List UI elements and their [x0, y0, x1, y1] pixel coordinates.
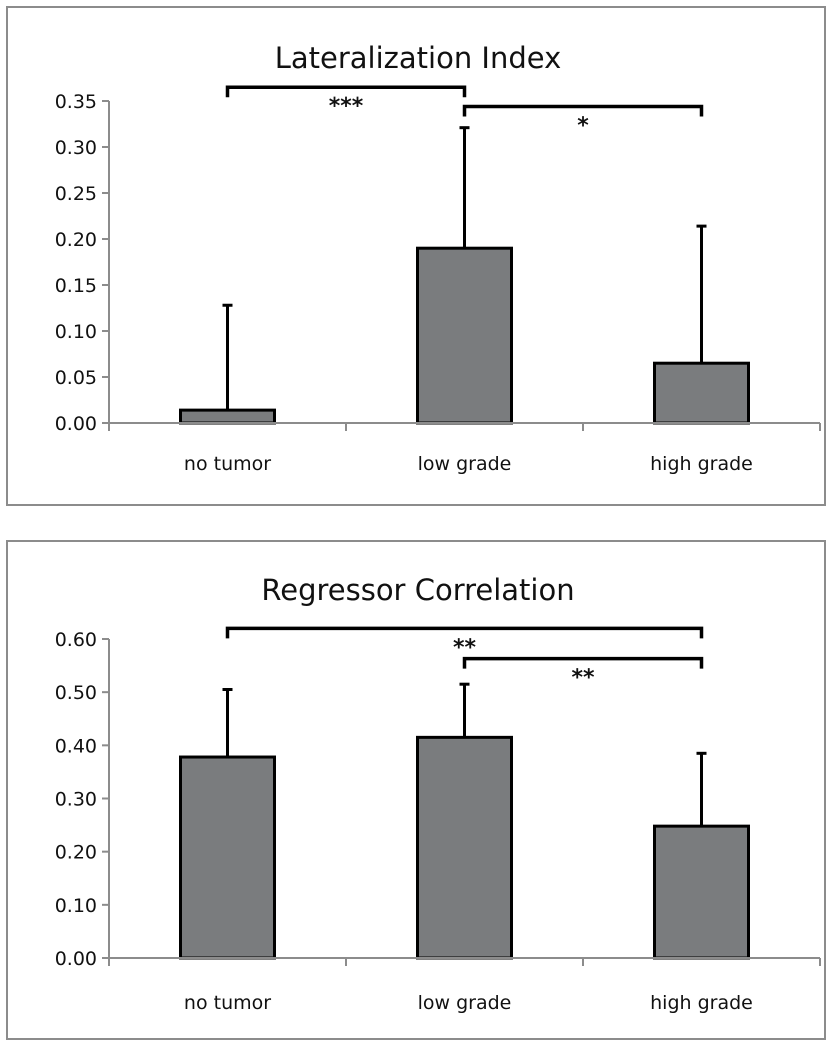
bar [418, 248, 512, 423]
y-tick-label: 0.30 [55, 789, 97, 811]
y-tick-label: 0.50 [55, 682, 97, 704]
y-tick-label: 0.00 [55, 948, 97, 970]
y-tick-label: 0.35 [55, 91, 97, 113]
y-tick-label: 0.00 [55, 413, 97, 435]
y-tick-label: 0.30 [55, 137, 97, 159]
category-label: no tumor [184, 992, 271, 1014]
significance-label: ** [453, 635, 477, 660]
significance-label: ** [571, 666, 595, 691]
plot-area: 0.00 0.10 0.20 0.30 0.40 0.50 0.60 no tumor low … [55, 628, 820, 1014]
chart-panel-lateralization: Lateralization Index 0.00 0.05 0.10 0.15 0.2… [6, 6, 826, 506]
category-label: no tumor [184, 453, 271, 475]
regressor-chart: Regressor Correlation 0.000.100.200.300.… [8, 542, 828, 1042]
category-label: low grade [418, 453, 512, 475]
y-tick-label: 0.20 [55, 229, 97, 251]
significance-label: *** [329, 94, 364, 119]
y-tick-label: 0.10 [55, 895, 97, 917]
significance-label: * [577, 114, 589, 139]
y-tick-label: 0.40 [55, 735, 97, 757]
category-label: high grade [650, 992, 753, 1014]
y-tick-label: 0.15 [55, 275, 97, 297]
bar [655, 363, 749, 423]
lateralization-chart: Lateralization Index 0.00 0.05 0.10 0.15 0.2… [8, 8, 828, 508]
plot-area: 0.00 0.05 0.10 0.15 0.20 0.25 0.30 0.35 no tumor… [55, 87, 820, 475]
category-label: high grade [650, 453, 753, 475]
bar [181, 410, 275, 423]
y-tick-label: 0.10 [55, 321, 97, 343]
bar [418, 737, 512, 958]
bar [181, 757, 275, 958]
category-label: low grade [418, 992, 512, 1014]
chart-panel-regressor: Regressor Correlation 0.00 0.10 0.20 0.30 0.… [6, 540, 826, 1040]
y-tick-label: 0.60 [55, 629, 97, 651]
y-tick-label: 0.25 [55, 183, 97, 205]
chart-title: Lateralization Index [275, 41, 562, 75]
y-tick-label: 0.05 [55, 367, 97, 389]
chart-title: Regressor Correlation [261, 573, 574, 607]
y-tick-label: 0.20 [55, 842, 97, 864]
bar [655, 826, 749, 958]
